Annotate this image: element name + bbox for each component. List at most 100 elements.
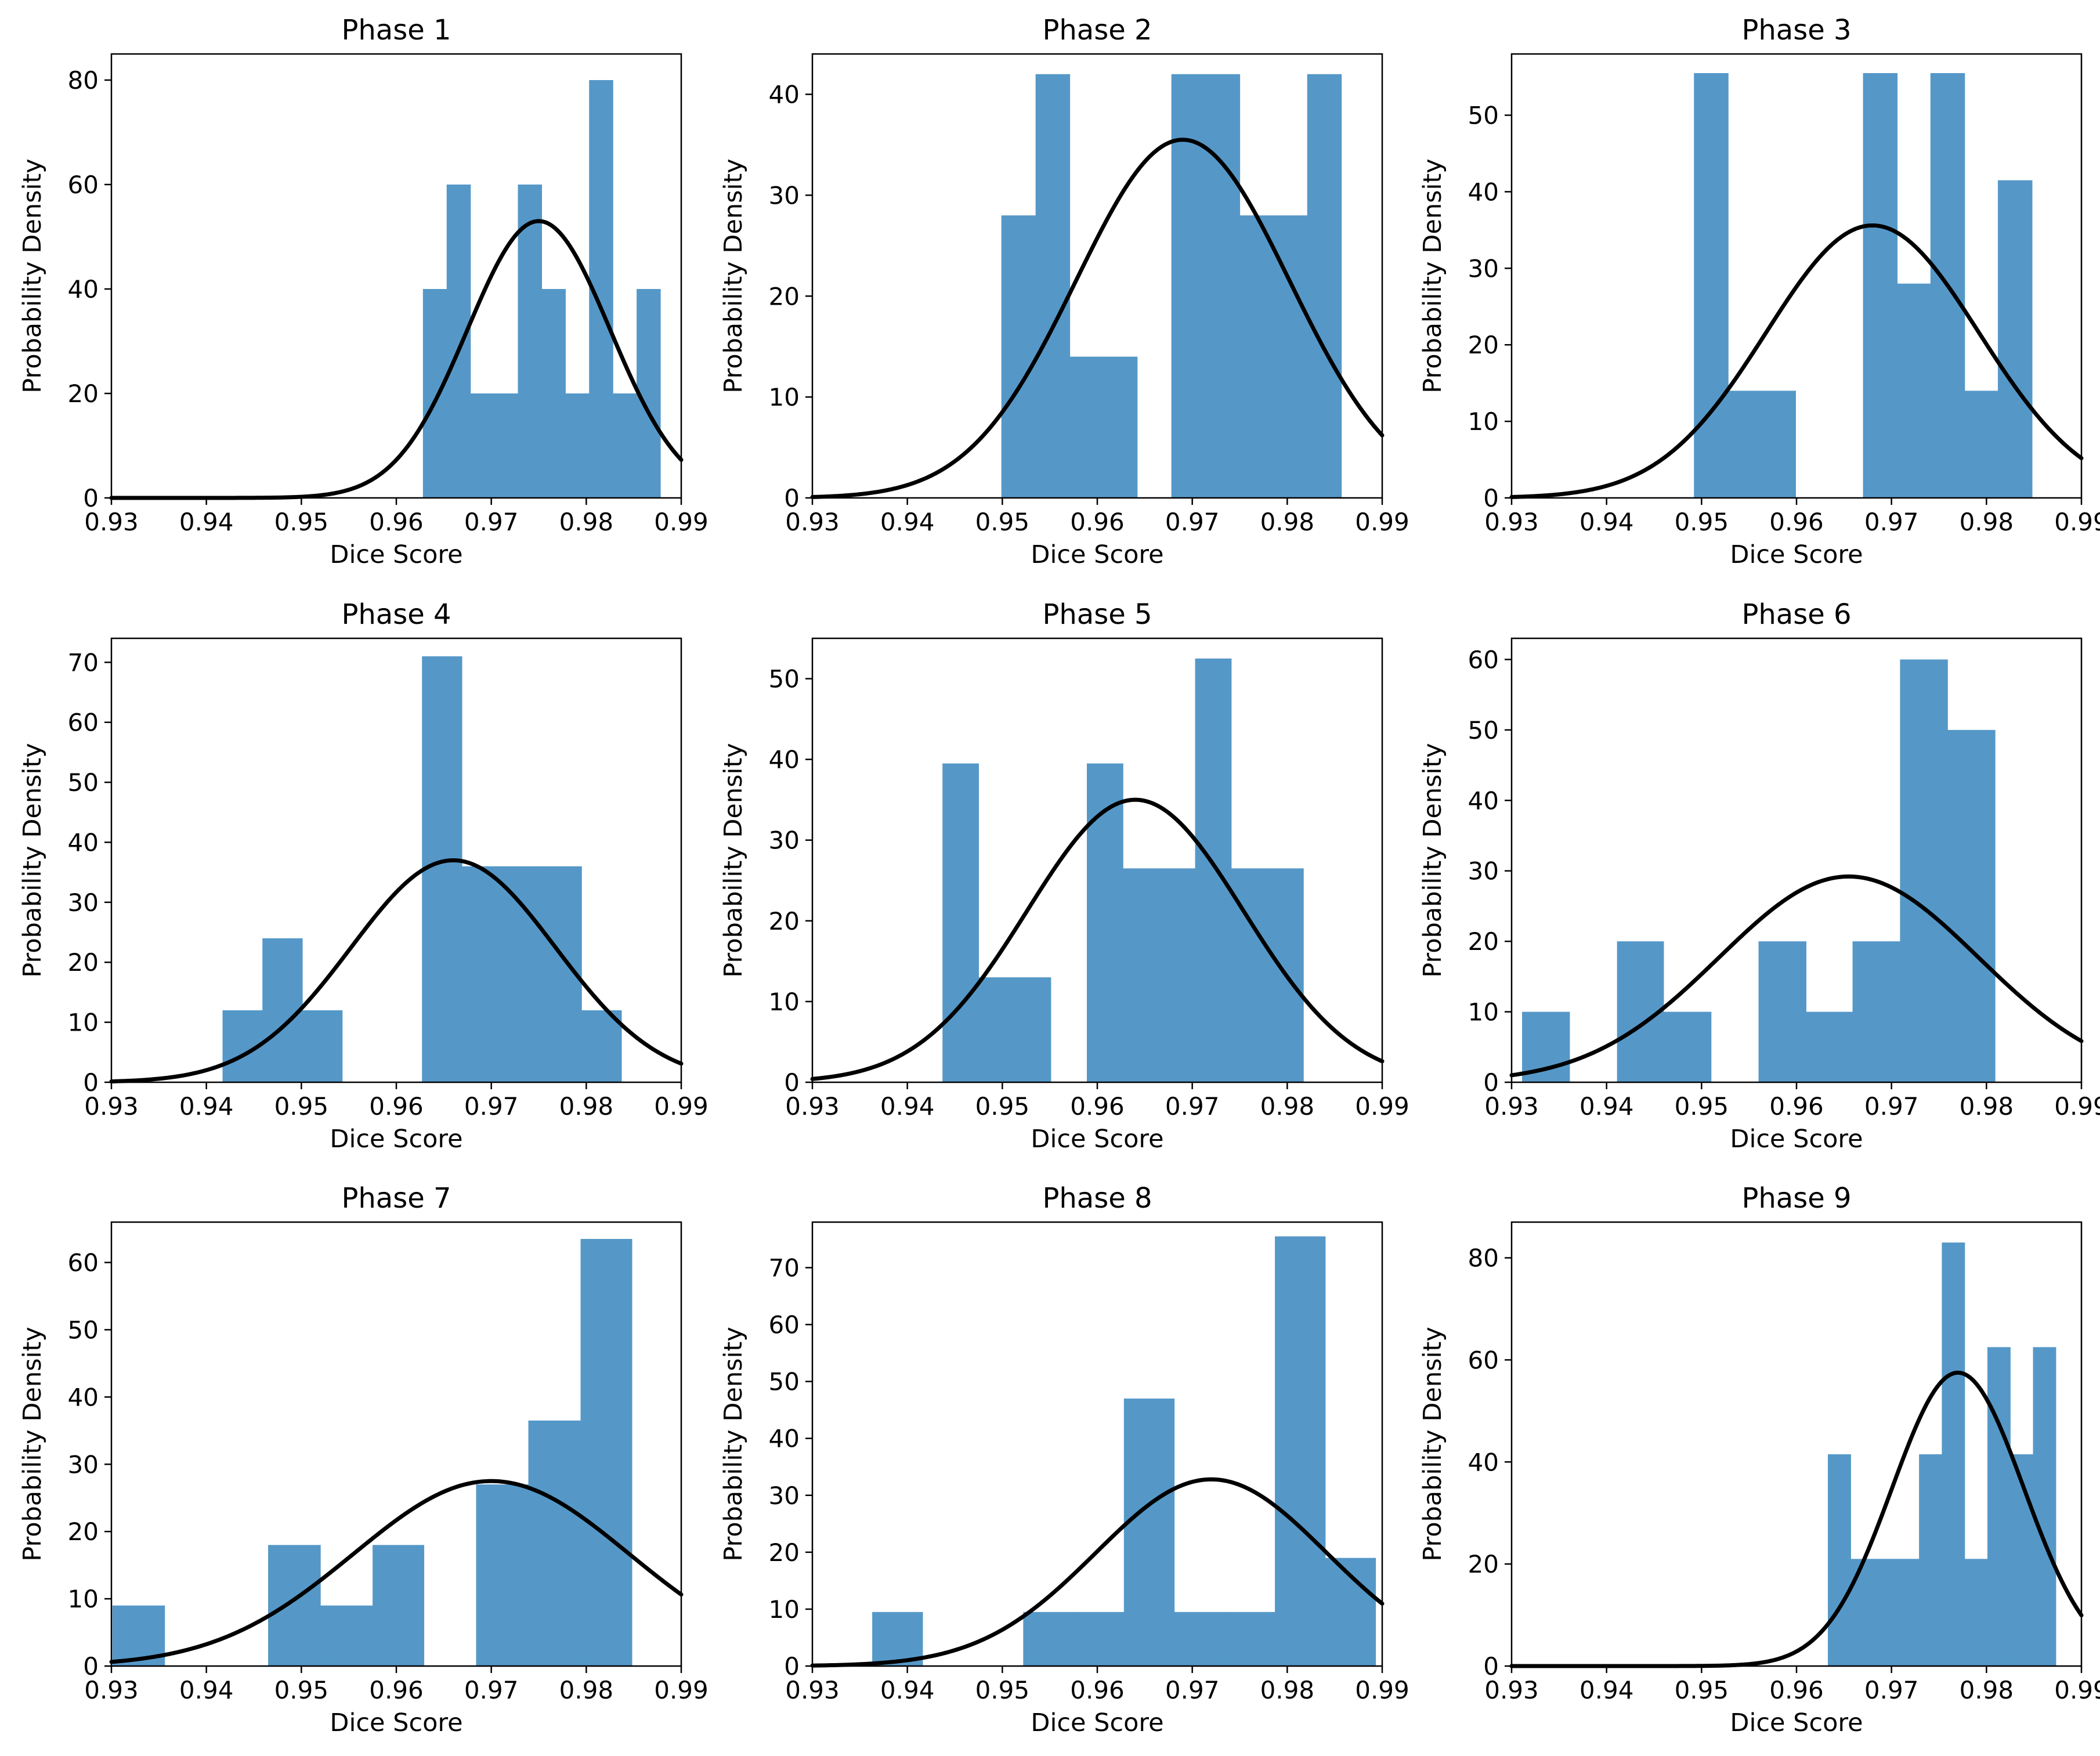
- histogram-bar: [1035, 74, 1071, 498]
- y-tick-label: 40: [1468, 786, 1499, 815]
- histogram-bar: [1014, 977, 1051, 1082]
- x-tick-label: 0.93: [84, 1676, 139, 1704]
- histogram-bar: [268, 1545, 321, 1666]
- x-tick-label: 0.93: [1484, 1676, 1539, 1704]
- histogram-bar: [373, 1545, 425, 1666]
- x-tick-label: 0.94: [880, 1092, 935, 1121]
- x-tick-label: 0.93: [84, 1092, 139, 1121]
- subplot-title: Phase 1: [341, 14, 451, 46]
- histogram-bar: [1001, 215, 1036, 498]
- y-tick-label: 70: [769, 1253, 800, 1282]
- subplot-title: Phase 7: [341, 1182, 451, 1215]
- x-tick-label: 0.96: [1769, 508, 1824, 536]
- x-tick-label: 0.97: [464, 1092, 519, 1121]
- histogram-bar: [942, 763, 979, 1082]
- x-tick-label: 0.94: [1579, 1092, 1634, 1121]
- subplot-title: Phase 6: [1741, 598, 1851, 631]
- histogram-bar: [1694, 73, 1729, 498]
- histogram-bar: [1900, 659, 1948, 1082]
- histogram-bar: [613, 393, 637, 498]
- y-tick-label: 60: [1468, 645, 1499, 674]
- normal-fit-curve: [810, 1477, 1385, 1668]
- normal-fit-curve: [109, 858, 684, 1084]
- x-axis-label: Dice Score: [1031, 1708, 1163, 1737]
- x-axis-label: Dice Score: [1031, 540, 1163, 569]
- x-tick-label: 0.96: [1070, 1676, 1125, 1704]
- histogram-bar: [446, 185, 471, 498]
- x-tick-label: 0.93: [1484, 508, 1539, 536]
- x-axis-label: Dice Score: [330, 540, 462, 569]
- histogram-bar: [1987, 1347, 2011, 1666]
- y-tick-label: 50: [68, 1316, 99, 1344]
- histogram-bar: [1239, 215, 1274, 498]
- x-tick-label: 0.98: [559, 1092, 614, 1121]
- y-tick-label: 0: [784, 1652, 800, 1681]
- y-tick-label: 20: [769, 907, 800, 935]
- x-tick-label: 0.99: [1355, 1092, 1409, 1121]
- y-tick-label: 40: [769, 81, 800, 109]
- histogram-bar: [872, 1612, 923, 1666]
- histogram-bar: [1171, 74, 1206, 498]
- x-tick-label: 0.98: [1260, 1092, 1315, 1121]
- histogram-bar: [461, 866, 503, 1082]
- subplot-phase-3: 0.93 0.94 0.95 0.96 0.97 0.98 0.99 0 10 20 30 40 50 P…: [1418, 14, 2100, 569]
- x-tick-label: 0.95: [975, 1676, 1030, 1704]
- y-tick-label: 30: [68, 888, 99, 917]
- histogram-bar: [518, 185, 543, 498]
- x-axis-label: Dice Score: [1730, 540, 1863, 569]
- y-tick-label: 40: [68, 828, 99, 857]
- subplot-title: Phase 9: [1741, 1182, 1851, 1215]
- x-tick-label: 0.95: [1675, 1676, 1729, 1704]
- y-tick-label: 10: [769, 988, 800, 1016]
- y-tick-label: 40: [769, 1425, 800, 1453]
- x-tick-label: 0.97: [464, 508, 519, 536]
- histogram-bar: [1087, 763, 1123, 1082]
- histogram-bar: [1195, 658, 1232, 1082]
- y-tick-label: 30: [769, 826, 800, 855]
- histogram-bar: [470, 393, 495, 498]
- y-axis-label: Probability Density: [1418, 1327, 1447, 1561]
- x-tick-label: 0.95: [1675, 508, 1729, 536]
- x-tick-label: 0.99: [2054, 1676, 2100, 1704]
- x-tick-label: 0.93: [785, 508, 840, 536]
- y-axis-label: Probability Density: [18, 158, 47, 393]
- histogram-bar: [1964, 1559, 1988, 1666]
- histogram-bar: [1663, 1011, 1712, 1082]
- histogram-bar: [1758, 941, 1806, 1082]
- histogram-bar: [1873, 1559, 1897, 1666]
- y-tick-label: 20: [769, 1538, 800, 1567]
- x-tick-label: 0.99: [654, 1676, 709, 1704]
- subplot-phase-1: 0.93 0.94 0.95 0.96 0.97 0.98 0.99 0 20 40 60 80 Pha…: [18, 14, 709, 569]
- histogram-bar: [1806, 1011, 1853, 1082]
- histogram-bar: [1069, 356, 1104, 498]
- y-tick-label: 10: [68, 1009, 99, 1037]
- histogram-bar: [2033, 1347, 2056, 1666]
- y-tick-label: 60: [1468, 1346, 1499, 1374]
- y-tick-label: 30: [1468, 857, 1499, 886]
- y-tick-label: 30: [68, 1450, 99, 1479]
- histogram-bar: [1919, 1454, 1943, 1666]
- y-tick-label: 0: [784, 1068, 800, 1097]
- normal-fit-curve: [810, 797, 1385, 1081]
- y-tick-label: 0: [83, 1652, 99, 1681]
- histogram-bar: [1761, 391, 1796, 498]
- subplot-phase-9: 0.93 0.94 0.95 0.96 0.97 0.98 0.99 0 20 40 60 80 Pha…: [1418, 1182, 2100, 1737]
- x-tick-label: 0.95: [975, 508, 1030, 536]
- histogram-bar: [1275, 1236, 1326, 1666]
- histogram-bar: [1852, 941, 1900, 1082]
- y-tick-label: 20: [68, 948, 99, 977]
- y-tick-label: 70: [68, 648, 99, 677]
- x-tick-label: 0.98: [1260, 1676, 1315, 1704]
- x-axis-label: Dice Score: [330, 1125, 462, 1154]
- normal-fit-curve: [810, 138, 1385, 499]
- x-tick-label: 0.98: [1960, 1676, 2014, 1704]
- normal-fit-curve: [1509, 874, 2084, 1078]
- x-tick-label: 0.99: [654, 508, 709, 536]
- x-tick-label: 0.97: [464, 1676, 519, 1704]
- x-tick-label: 0.97: [1864, 1092, 1919, 1121]
- y-tick-label: 10: [68, 1585, 99, 1613]
- y-axis-label: Probability Density: [1418, 158, 1447, 393]
- x-tick-label: 0.94: [179, 1092, 234, 1121]
- y-tick-label: 50: [769, 1368, 800, 1396]
